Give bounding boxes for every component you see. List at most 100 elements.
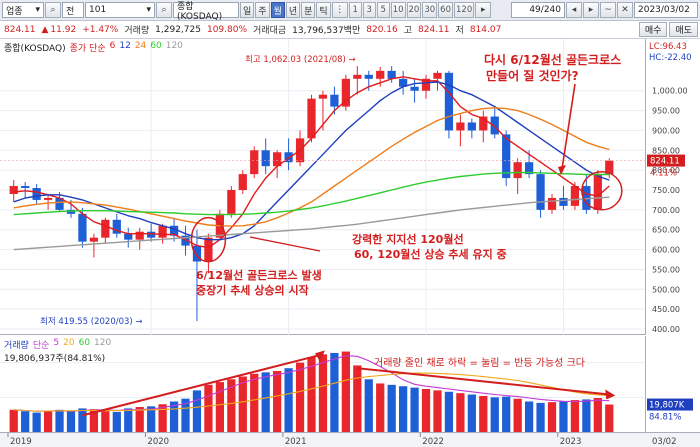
volume-value: 1,292,725 bbox=[155, 24, 201, 35]
volume-bar bbox=[307, 357, 316, 432]
volume-chart[interactable] bbox=[0, 336, 645, 432]
annotation-line: 만들어 질 것인가? bbox=[486, 69, 579, 83]
volume-bar bbox=[9, 409, 18, 432]
sector-field[interactable]: 전 bbox=[62, 2, 84, 18]
candle-body bbox=[376, 70, 385, 79]
interval-button[interactable]: 5 bbox=[376, 2, 390, 18]
candle-body bbox=[78, 213, 87, 242]
cross-icon[interactable]: ✕ bbox=[617, 2, 633, 18]
candle-body bbox=[582, 186, 591, 210]
interval-button[interactable]: 60 bbox=[438, 2, 453, 18]
ma-line-24 bbox=[13, 107, 610, 227]
sector-field-value: 전 bbox=[66, 6, 75, 17]
ma-label: 종가 단순 bbox=[69, 44, 106, 54]
arrow-left-icon[interactable]: ◂ bbox=[566, 2, 582, 18]
candle-body bbox=[467, 122, 476, 131]
candle bbox=[89, 233, 99, 258]
candle bbox=[307, 94, 316, 143]
interval-button[interactable]: 120 bbox=[454, 2, 475, 18]
annotation-line: 강력한 지지선 120월선 bbox=[352, 233, 464, 246]
buy-button[interactable]: 매수 bbox=[638, 22, 668, 37]
volume-chart-pane[interactable]: 거래량 단순 5 20 60 120 19,806,937주(84.81%) bbox=[0, 336, 645, 432]
market-select[interactable]: 업종 ▾ bbox=[2, 2, 44, 18]
candle-body bbox=[593, 174, 602, 210]
volume-bar bbox=[353, 365, 362, 432]
candle-body bbox=[238, 174, 247, 191]
highlight-circle bbox=[581, 171, 623, 211]
volume-bar bbox=[479, 395, 488, 432]
price-tick-label: 750.00 bbox=[652, 186, 680, 195]
candle bbox=[421, 74, 431, 99]
volume-bar bbox=[502, 396, 511, 432]
interval-button[interactable]: 10 bbox=[390, 2, 406, 18]
date-tick-label: 2022 bbox=[422, 437, 444, 447]
interval-button[interactable]: 20 bbox=[406, 2, 422, 18]
candle bbox=[147, 223, 156, 242]
pointer-arrow bbox=[249, 236, 321, 252]
lc-label: LC:96.43 bbox=[649, 42, 687, 52]
wave-icon[interactable]: ~ bbox=[600, 2, 616, 18]
period-button[interactable]: 틱 bbox=[316, 2, 331, 18]
price-series-name: 종합(KOSDAQ) bbox=[4, 44, 66, 54]
settings-icon[interactable]: ⋮ bbox=[331, 2, 348, 18]
period-button[interactable]: 주 bbox=[255, 2, 270, 18]
sell-button[interactable]: 매도 bbox=[669, 22, 698, 37]
candle bbox=[502, 130, 511, 187]
arrow-right-icon[interactable]: ▸ bbox=[583, 2, 599, 18]
volume-bar bbox=[330, 352, 339, 432]
amount-label: 거래대금 bbox=[253, 26, 287, 36]
candle bbox=[467, 118, 476, 139]
period-button[interactable]: 년 bbox=[285, 2, 301, 18]
volume-bar bbox=[582, 399, 591, 432]
period-button[interactable]: 일 bbox=[240, 2, 255, 18]
volume-bar bbox=[204, 384, 213, 432]
candle-body bbox=[158, 225, 167, 238]
candle bbox=[490, 106, 499, 139]
volume-series-name: 거래량 bbox=[4, 341, 29, 351]
candle bbox=[513, 158, 522, 194]
price-chart[interactable] bbox=[0, 39, 645, 335]
arrow-head bbox=[605, 389, 616, 400]
candle-body bbox=[547, 197, 557, 210]
volume-bar bbox=[192, 390, 202, 432]
count-field[interactable]: 49/240 bbox=[511, 2, 565, 18]
volume-bar bbox=[43, 410, 53, 432]
annotation-low: 최저 419.55 (2020/03) → bbox=[40, 317, 143, 327]
candle-body bbox=[513, 162, 522, 179]
candle-body bbox=[147, 231, 156, 238]
date-field[interactable]: 2023/03/02 bbox=[634, 2, 698, 18]
period-button[interactable]: 분 bbox=[301, 2, 316, 18]
search-icon[interactable]: ⌕ bbox=[156, 2, 172, 18]
candle-body bbox=[261, 150, 270, 167]
current-volume-label: 19,807K bbox=[649, 401, 685, 411]
interval-button[interactable]: 3 bbox=[362, 2, 376, 18]
volume-bar bbox=[536, 402, 545, 432]
candle-body bbox=[250, 150, 259, 175]
code-input[interactable]: 101 ▾ bbox=[85, 2, 155, 18]
date-tick-label: 2020 bbox=[147, 437, 169, 447]
chevron-right-icon[interactable]: ▸ bbox=[475, 2, 492, 18]
volume-bar bbox=[101, 411, 110, 432]
candle bbox=[456, 114, 465, 147]
search-icon[interactable]: ⌕ bbox=[45, 2, 61, 18]
current-price-axis-label: 824.11 bbox=[650, 157, 680, 167]
low-value: 814.07 bbox=[469, 24, 502, 35]
price-chart-pane[interactable]: 종합(KOSDAQ) 종가 단순 6 12 24 60 120 bbox=[0, 39, 645, 335]
ma-legend-items: 6 12 24 60 120 bbox=[110, 41, 183, 54]
volume-label: 거래량 bbox=[124, 26, 150, 36]
volume-bar bbox=[66, 411, 76, 432]
annotation-line: 거래량 줄인 채로 하락 = 눌림 = 반등 가능성 크다 bbox=[374, 358, 585, 369]
interval-button[interactable]: 1 bbox=[348, 2, 362, 18]
trend-arrow bbox=[82, 353, 324, 417]
period-button[interactable]: 월 bbox=[270, 2, 285, 18]
candle-body bbox=[89, 237, 99, 242]
price-tick-label: 400.00 bbox=[652, 325, 680, 334]
candle-body bbox=[456, 122, 465, 131]
ma-legend-item: 20 bbox=[63, 338, 75, 348]
interval-button[interactable]: 30 bbox=[422, 2, 438, 18]
candle-body bbox=[353, 74, 362, 79]
price-tick-label: 800.00 bbox=[652, 166, 680, 175]
volume-bar bbox=[55, 409, 64, 432]
price-tick-label: 550.00 bbox=[652, 265, 680, 274]
